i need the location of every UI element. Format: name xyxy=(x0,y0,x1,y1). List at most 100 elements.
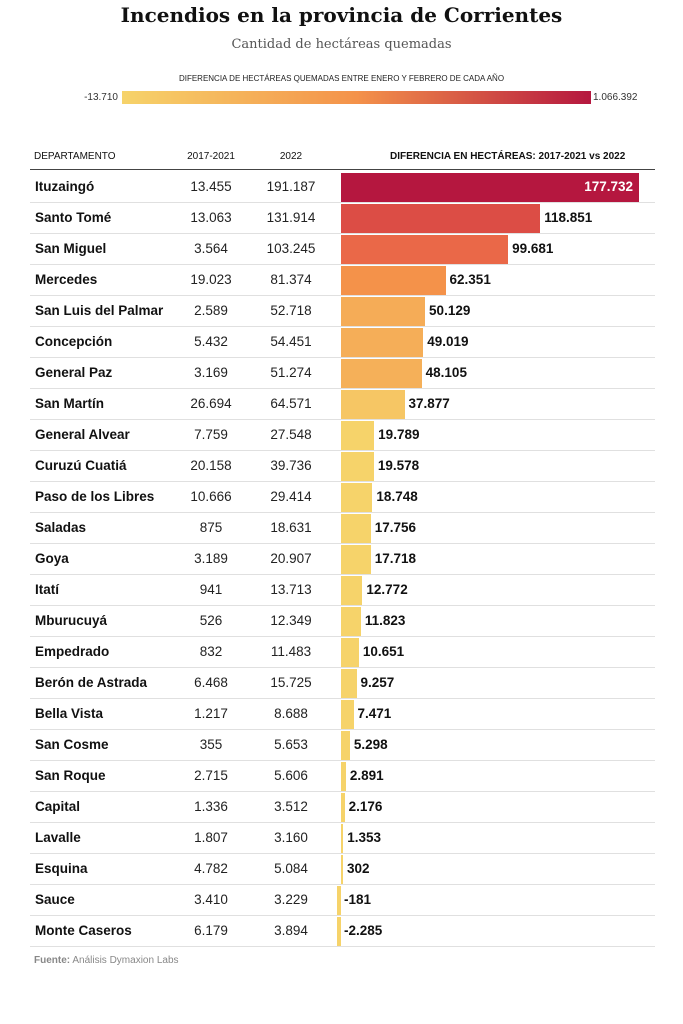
value-2022: 131.914 xyxy=(266,210,316,225)
table-row: General Alvear 7.759 27.548 19.789 xyxy=(30,420,655,451)
value-2022: 3.229 xyxy=(274,892,308,907)
department-name: General Alvear xyxy=(35,427,130,442)
difference-label: 11.823 xyxy=(364,613,406,628)
table-row: San Martín 26.694 64.571 37.877 xyxy=(30,389,655,420)
chart-title: Incendios en la provincia de Corrientes xyxy=(120,3,563,27)
value-2017-2021: 20.158 xyxy=(190,458,232,473)
header-divider xyxy=(30,169,655,170)
table-row: Capital 1.336 3.512 2.176 xyxy=(30,792,655,823)
source-note: Fuente: Análisis Dymaxion Labs xyxy=(34,955,179,966)
department-name: Paso de los Libres xyxy=(35,489,155,504)
department-name: Goya xyxy=(35,551,69,566)
table-row: Sauce 3.410 3.229 -181 xyxy=(30,885,655,916)
difference-bar xyxy=(341,576,363,605)
difference-label: 118.851 xyxy=(544,210,593,225)
value-2022: 51.274 xyxy=(270,365,312,380)
department-name: Capital xyxy=(35,799,81,814)
value-2022: 52.718 xyxy=(270,303,312,318)
table-row: Concepción 5.432 54.451 49.019 xyxy=(30,327,655,358)
difference-label: 177.732 xyxy=(584,179,633,194)
difference-label: 10.651 xyxy=(362,644,405,659)
value-2017-2021: 3.169 xyxy=(194,365,228,380)
value-2017-2021: 10.666 xyxy=(190,489,232,504)
value-2022: 3.512 xyxy=(274,799,308,814)
department-name: Monte Caseros xyxy=(35,923,132,938)
difference-label: 19.578 xyxy=(377,458,420,473)
value-2017-2021: 19.023 xyxy=(190,272,232,287)
difference-bar xyxy=(341,514,371,543)
value-2017-2021: 4.782 xyxy=(194,861,228,876)
difference-label: 48.105 xyxy=(425,365,467,380)
table-row: Ituzaingó 13.455 191.187 177.732 xyxy=(30,172,655,203)
source-text: Análisis Dymaxion Labs xyxy=(72,955,179,966)
value-2022: 103.245 xyxy=(266,241,316,256)
department-name: Bella Vista xyxy=(35,706,104,721)
department-name: Ituzaingó xyxy=(35,179,95,194)
difference-bar xyxy=(341,452,374,481)
color-scale-legend xyxy=(122,91,591,104)
value-2017-2021: 1.217 xyxy=(194,706,228,721)
difference-label: -2.285 xyxy=(344,923,383,938)
department-name: San Cosme xyxy=(35,737,109,752)
department-name: Esquina xyxy=(35,861,88,876)
value-2022: 3.160 xyxy=(274,830,308,845)
value-2017-2021: 6.179 xyxy=(194,923,228,938)
department-name: San Luis del Palmar xyxy=(35,303,164,318)
difference-label: 18.748 xyxy=(376,489,418,504)
difference-bar xyxy=(341,545,371,574)
difference-label: 50.129 xyxy=(429,303,471,318)
table-row: San Roque 2.715 5.606 2.891 xyxy=(30,761,655,792)
difference-label: 17.718 xyxy=(374,551,416,566)
difference-label: 302 xyxy=(347,861,370,876)
table-row: Mburucuyá 526 12.349 11.823 xyxy=(30,606,655,637)
difference-bar xyxy=(341,297,426,326)
table-row: Santo Tomé 13.063 131.914 118.851 xyxy=(30,203,655,234)
value-2017-2021: 3.189 xyxy=(194,551,228,566)
difference-bar xyxy=(341,731,350,760)
value-2022: 5.653 xyxy=(274,737,308,752)
value-2017-2021: 13.455 xyxy=(190,179,232,194)
table-row: San Cosme 355 5.653 5.298 xyxy=(30,730,655,761)
value-2022: 64.571 xyxy=(270,396,312,411)
difference-bar xyxy=(341,173,639,202)
difference-bar xyxy=(341,328,424,357)
difference-label: 37.877 xyxy=(408,396,450,411)
value-2022: 8.688 xyxy=(274,706,308,721)
difference-bar xyxy=(341,793,345,822)
value-2017-2021: 832 xyxy=(199,644,223,659)
table-row: Paso de los Libres 10.666 29.414 18.748 xyxy=(30,482,655,513)
difference-label: -181 xyxy=(344,892,372,907)
difference-label: 2.891 xyxy=(349,768,384,783)
difference-bar xyxy=(341,359,422,388)
legend-min-label: -13.710 xyxy=(84,92,118,103)
value-2022: 81.374 xyxy=(270,272,312,287)
value-2022: 3.894 xyxy=(274,923,308,938)
difference-bar xyxy=(341,824,344,853)
difference-label: 12.772 xyxy=(366,582,408,597)
value-2017-2021: 5.432 xyxy=(194,334,228,349)
legend-max-label: 1.066.392 xyxy=(593,92,638,103)
difference-bar xyxy=(341,700,354,729)
difference-bar xyxy=(341,762,346,791)
table-row: Curuzú Cuatiá 20.158 39.736 19.578 xyxy=(30,451,655,482)
value-2022: 5.084 xyxy=(274,861,308,876)
department-name: San Roque xyxy=(35,768,106,783)
source-label: Fuente: xyxy=(34,955,71,966)
value-2022: 13.713 xyxy=(270,582,312,597)
difference-bar xyxy=(341,204,541,233)
value-2017-2021: 3.410 xyxy=(194,892,228,907)
value-2017-2021: 875 xyxy=(199,520,223,535)
department-name: Mercedes xyxy=(35,272,98,287)
value-2017-2021: 7.759 xyxy=(194,427,228,442)
table-row: Monte Caseros 6.179 3.894 -2.285 xyxy=(30,916,655,947)
header-2022: 2022 xyxy=(279,151,303,162)
value-2017-2021: 26.694 xyxy=(190,396,232,411)
department-name: Mburucuyá xyxy=(35,613,108,628)
table-row: Mercedes 19.023 81.374 62.351 xyxy=(30,265,655,296)
difference-bar xyxy=(341,669,357,698)
value-2022: 5.606 xyxy=(274,768,308,783)
value-2022: 15.725 xyxy=(270,675,312,690)
value-2022: 54.451 xyxy=(270,334,312,349)
table-row: Berón de Astrada 6.468 15.725 9.257 xyxy=(30,668,655,699)
table-row: San Miguel 3.564 103.245 99.681 xyxy=(30,234,655,265)
